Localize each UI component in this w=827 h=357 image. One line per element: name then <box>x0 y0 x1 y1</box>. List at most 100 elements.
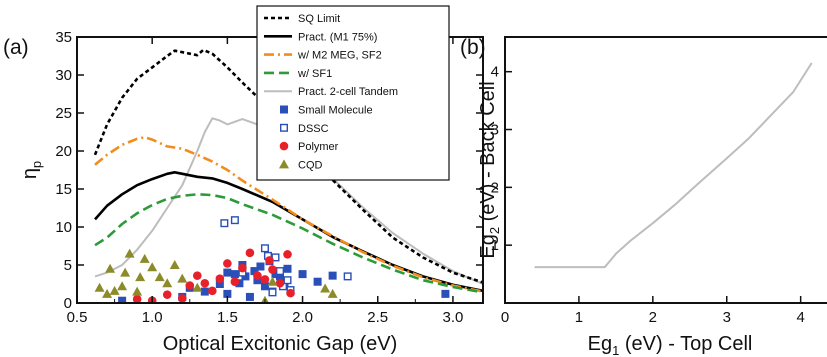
panel-a-y-axis-symbol: η <box>19 168 41 179</box>
data-point-small-molecule <box>245 292 254 301</box>
x-tick-label: 2 <box>649 309 657 326</box>
data-point-polymer <box>238 263 247 273</box>
series-line-sq-limit <box>93 48 483 284</box>
panel-a-ticks: 0.5 1.0 1.5 2.0 2.5 3.0 0 5 10 15 20 25 30 35 <box>55 29 483 326</box>
data-point-small-molecule <box>118 296 127 303</box>
y-tick-label: 10 <box>55 219 72 236</box>
data-point-polymer <box>177 294 187 303</box>
x-tick-label: 1.0 <box>142 309 163 326</box>
x-tick-label: 0 <box>501 309 509 326</box>
data-point-small-molecule <box>230 270 239 279</box>
bandgap-relation-line <box>534 62 813 269</box>
panel-a-x-axis-title: Optical Excitonic Gap (eV) <box>163 333 398 355</box>
data-point-polymer <box>132 294 142 303</box>
x-tick-label: 4 <box>796 309 804 326</box>
panel-a-y-axis-subscript: p <box>29 161 44 168</box>
x-tick-label: 1.5 <box>217 309 238 326</box>
x-tick-label: 0.5 <box>67 309 88 326</box>
data-point-small-molecule <box>235 279 244 288</box>
series-line-pract-m1-75 <box>94 171 483 293</box>
legend-label-pract-2-cell-tandem: Pract. 2-cell Tandem <box>298 86 398 98</box>
data-point-polymer <box>208 286 217 296</box>
data-point-small-molecule <box>223 289 232 298</box>
panel-b-plot-area <box>534 62 813 269</box>
data-point-small-molecule <box>271 270 280 279</box>
y-tick-label: 5 <box>64 257 72 274</box>
data-point-cqd <box>327 288 338 298</box>
data-point-dssc <box>343 272 352 281</box>
x-tick-label: 3.0 <box>442 309 463 326</box>
legend-label-polymer: Polymer <box>298 141 339 153</box>
data-point-cqd <box>94 282 105 292</box>
y-tick-label: 2 <box>491 179 499 196</box>
y-tick-label: 35 <box>55 29 72 46</box>
data-point-polymer <box>286 288 295 298</box>
data-point-small-molecule <box>256 262 265 271</box>
panel-a-plot-area <box>93 48 483 303</box>
data-point-small-molecule <box>253 276 262 285</box>
data-point-polymer <box>275 278 285 288</box>
data-point-cqd <box>154 272 165 282</box>
legend-label-w-m2-meg-sf2: w/ M2 MEG, SF2 <box>297 50 382 62</box>
data-point-polymer <box>268 265 277 274</box>
data-point-cqd <box>139 253 150 263</box>
data-point-dssc <box>260 244 269 253</box>
y-tick-label: 20 <box>55 143 72 160</box>
data-point-cqd <box>162 278 173 288</box>
panel-b-y-axis-title: Eg2 (eV) - Back Cell <box>477 81 502 258</box>
data-point-polymer <box>245 248 255 258</box>
legend-label-w-sf1: w/ SF1 <box>297 68 332 80</box>
data-point-cqd <box>132 286 143 296</box>
data-point-small-molecule <box>260 282 269 291</box>
data-point-polymer <box>192 271 202 280</box>
svg-text:ηp: ηp <box>19 161 44 179</box>
data-point-small-molecule <box>441 289 450 298</box>
data-point-cqd <box>320 283 331 293</box>
legend-marker-cqd <box>279 159 289 169</box>
data-point-dssc <box>230 216 239 225</box>
data-point-dssc <box>220 219 229 228</box>
panel-b-label: (b) <box>460 36 486 59</box>
data-point-cqd <box>124 248 135 258</box>
data-point-cqd <box>117 281 128 291</box>
data-point-cqd <box>120 267 131 277</box>
legend-marker-polymer <box>279 141 289 151</box>
data-point-cqd <box>192 282 203 292</box>
data-point-cqd <box>267 276 278 286</box>
legend-marker-small-molecule <box>280 105 288 114</box>
y-tick-label: 30 <box>55 67 72 84</box>
x-tick-label: 3 <box>723 309 731 326</box>
data-point-polymer <box>215 274 225 283</box>
data-point-small-molecule <box>276 272 284 281</box>
panel-b: (b) 0 1 2 3 4 1 2 3 4 Eg1 (eV) - Top Cell Eg2 (e… <box>460 36 827 357</box>
panel-b-ticks: 0 1 2 3 4 1 2 3 4 <box>491 64 805 326</box>
data-point-polymer <box>265 256 274 265</box>
data-point-small-molecule <box>313 277 322 286</box>
data-point-cqd <box>147 262 158 272</box>
data-point-polymer <box>200 278 210 288</box>
legend-label-sq-limit: SQ Limit <box>298 13 340 25</box>
data-point-cqd <box>169 260 180 269</box>
y-tick-label: 4 <box>491 64 499 81</box>
x-tick-label: 1 <box>575 309 583 326</box>
series-line-pract-2-cell-tandem <box>94 117 483 285</box>
data-point-polymer <box>230 277 240 287</box>
data-point-polymer <box>283 250 292 259</box>
y-tick-label: 1 <box>491 237 499 254</box>
panel-b-frame <box>504 36 827 304</box>
data-point-small-molecule <box>200 287 209 296</box>
y-tick-label: 15 <box>55 181 72 198</box>
data-point-small-molecule <box>298 270 307 279</box>
panel-a: (a) 0.5 1.0 1.5 2.0 2.5 3.0 0 5 10 15 20 25 30 35 Opt… <box>3 5 484 355</box>
data-point-polymer <box>162 290 172 299</box>
data-point-small-molecule <box>250 267 259 276</box>
y-tick-label: 0 <box>64 295 72 312</box>
data-point-cqd <box>105 263 116 273</box>
data-point-dssc <box>268 288 277 297</box>
panel-a-y-axis-title: ηp <box>19 161 44 179</box>
legend-label-small-molecule: Small Molecule <box>298 105 373 117</box>
svg-text:Eg2 (eV) - Back Cell: Eg2 (eV) - Back Cell <box>477 81 502 258</box>
y-tick-label: 25 <box>55 105 72 122</box>
panel-a-label: (a) <box>3 36 29 59</box>
